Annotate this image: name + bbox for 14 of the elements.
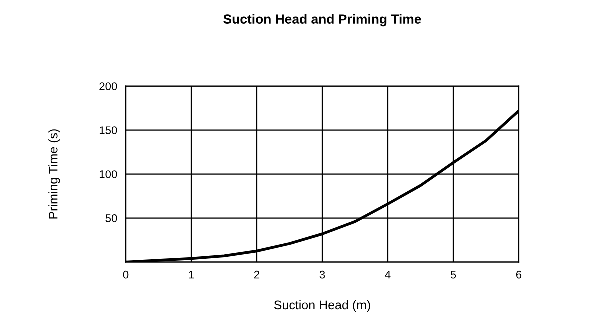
- x-tick-label: 4: [385, 271, 391, 279]
- y-tick-label: 150: [100, 126, 118, 134]
- y-tick-label: 50: [106, 214, 118, 222]
- y-axis-title: Priming Time (s): [48, 130, 60, 219]
- chart-title: Suction Head and Priming Time: [224, 14, 422, 27]
- x-tick-label: 5: [450, 271, 456, 279]
- y-tick-label: 200: [100, 82, 118, 90]
- y-tick-label: 100: [100, 170, 118, 178]
- x-tick-label: 6: [516, 270, 522, 279]
- x-tick-label: 1: [189, 271, 194, 279]
- x-axis-title: Suction Head (m): [274, 300, 370, 312]
- x-tick-label: 2: [254, 270, 260, 279]
- x-tick-label: 0: [123, 270, 129, 279]
- x-tick-label: 3: [320, 270, 326, 279]
